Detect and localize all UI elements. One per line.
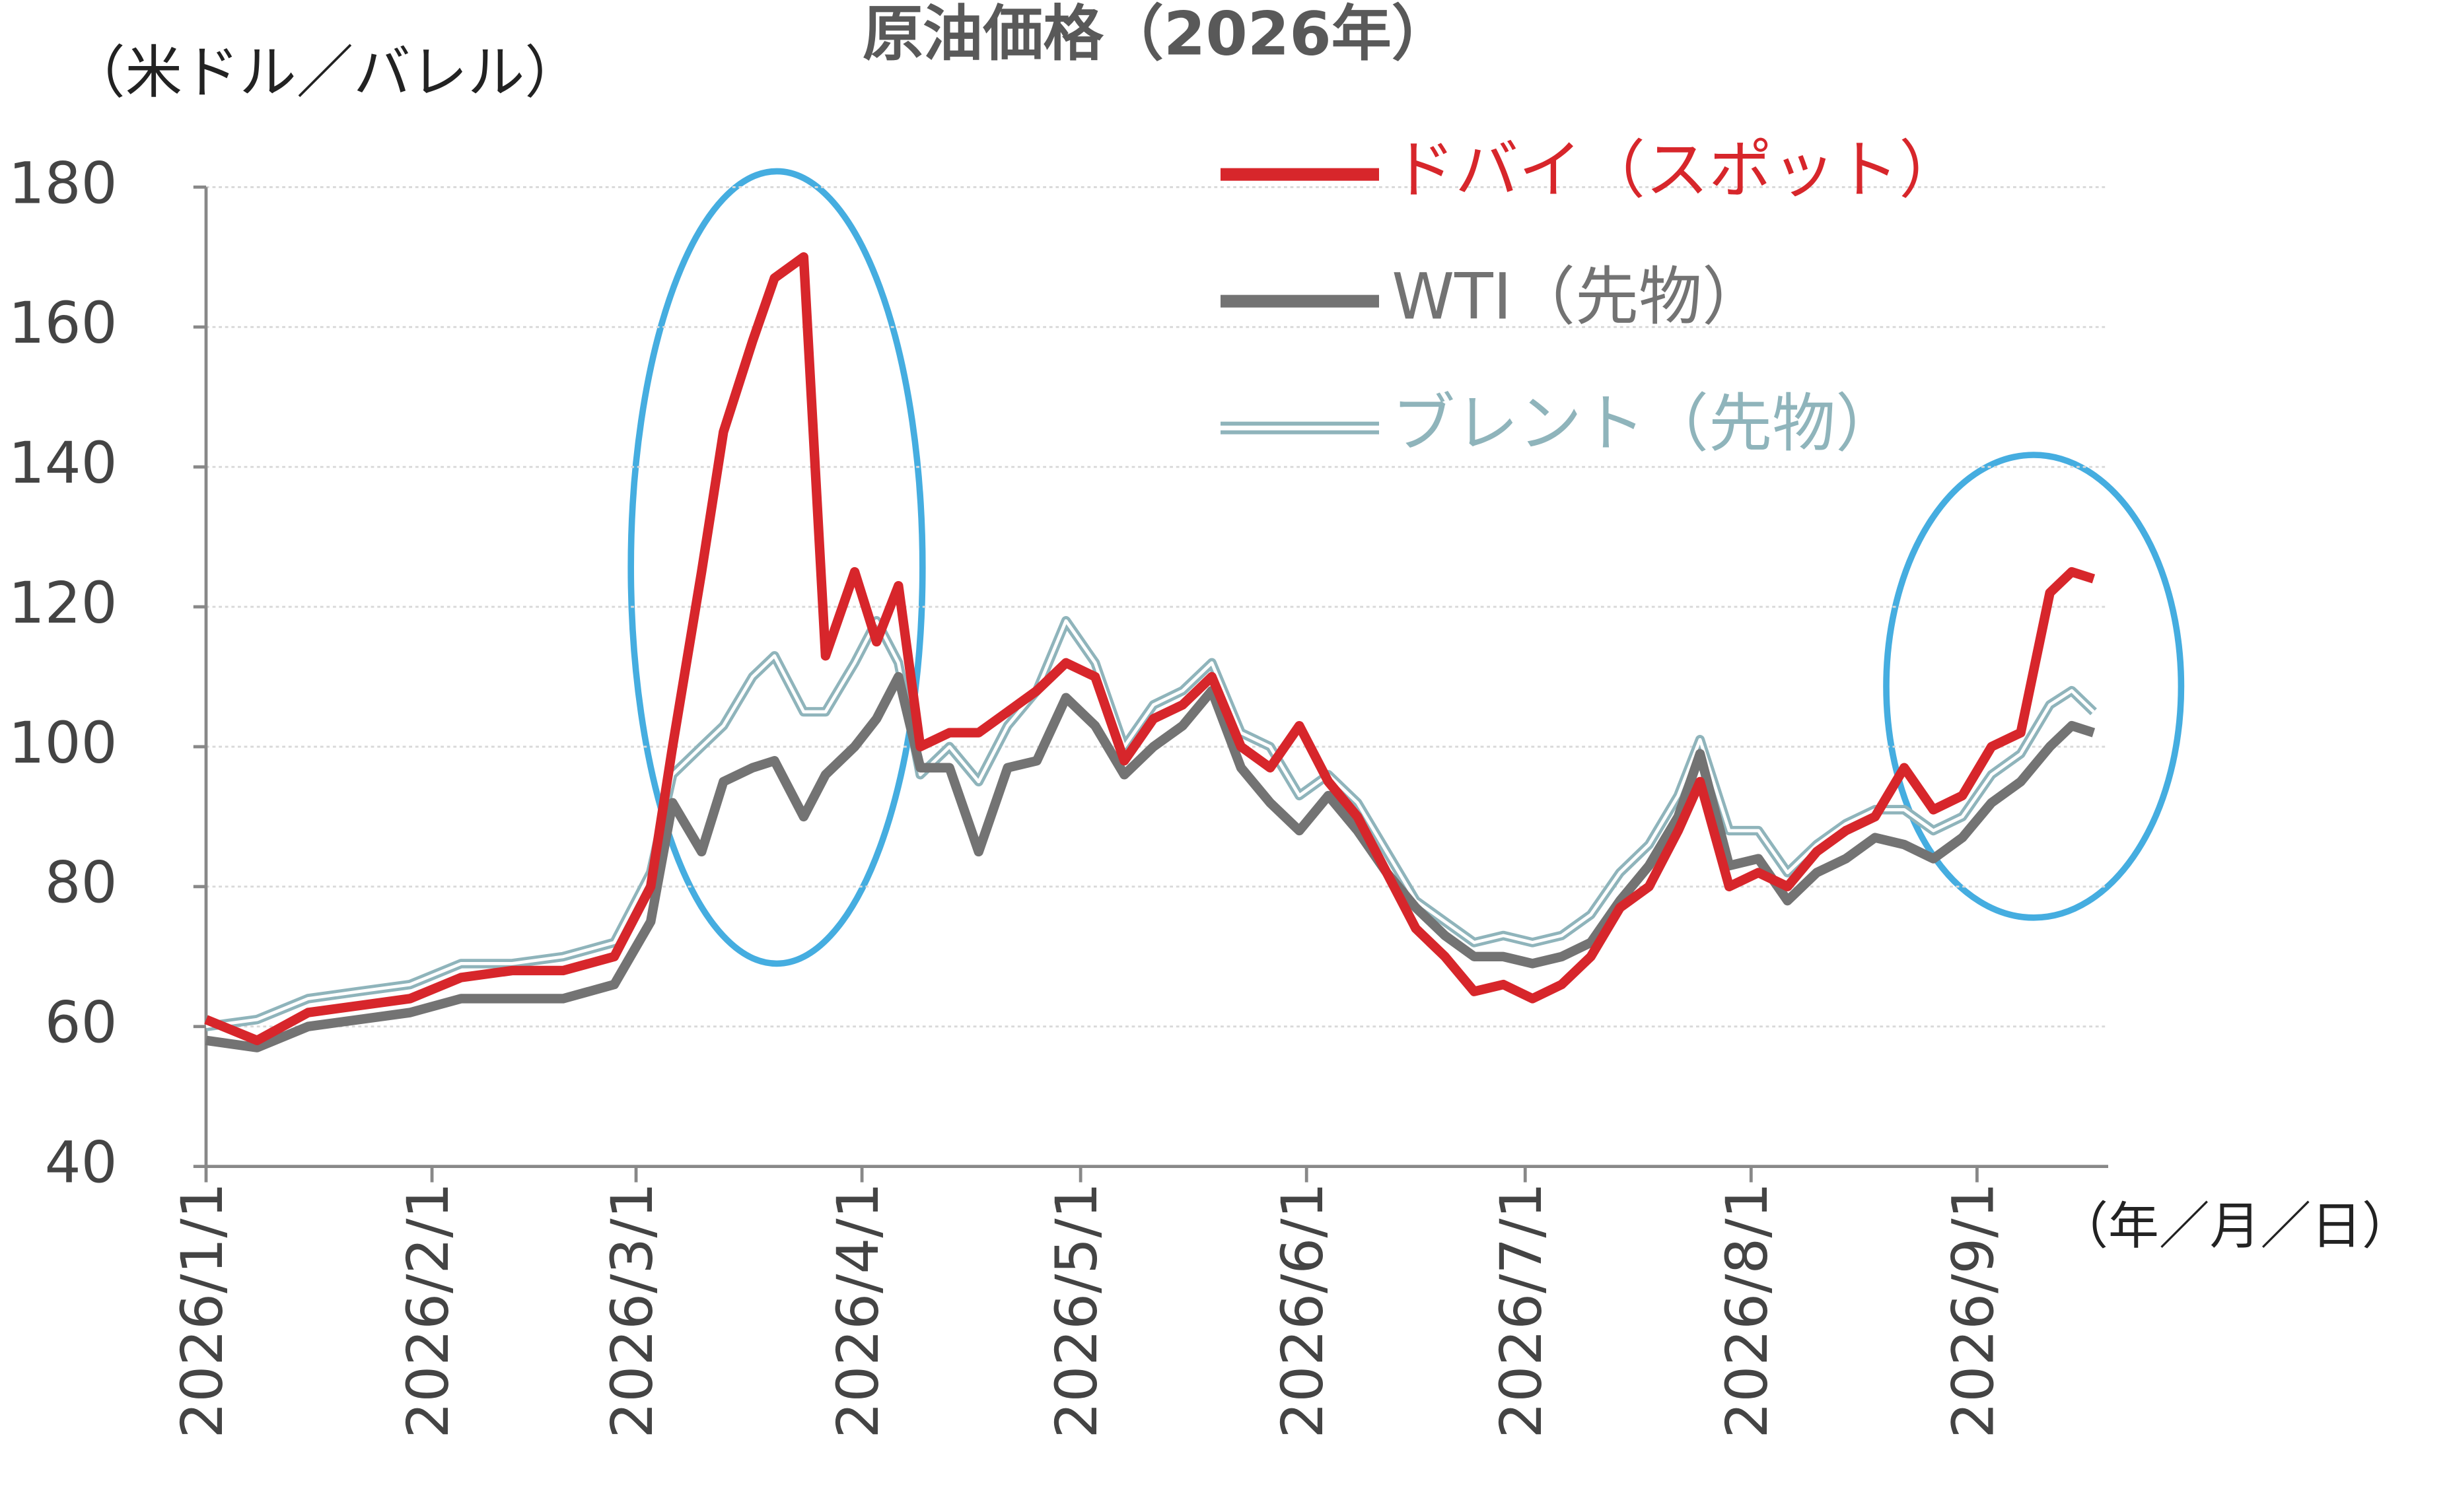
y-tick-label: 120 [9, 570, 118, 636]
highlight-ellipse [1883, 452, 2185, 921]
y-axis-title: （米ドル／バレル） [68, 40, 582, 106]
y-tick-label: 100 [9, 710, 118, 776]
legend-label: ブレント（先物） [1392, 387, 1899, 461]
y-tick-label: 60 [45, 990, 118, 1056]
y-tick-label: 80 [45, 850, 118, 916]
series-line [204, 252, 2096, 1045]
y-tick-label: 40 [45, 1130, 118, 1196]
chart-title: 原油価格（2026年） [863, 0, 1452, 69]
y-tick-label: 180 [9, 151, 118, 217]
y-tick-label: 140 [9, 430, 118, 497]
legend-label: WTI（先物） [1392, 260, 1765, 334]
x-tick-label: 2026/9/1 [1940, 1183, 2006, 1439]
x-tick-label: 2026/1/1 [170, 1183, 236, 1439]
y-tick-label: 160 [9, 291, 118, 357]
x-tick-label: 2026/5/1 [1044, 1183, 1110, 1439]
series-line [205, 671, 2096, 1052]
x-tick-label: 2026/4/1 [826, 1183, 892, 1439]
x-tick-label: 2026/8/1 [1715, 1183, 1781, 1439]
x-tick-label: 2026/6/1 [1270, 1183, 1336, 1439]
x-tick-label: 2026/2/1 [396, 1183, 462, 1439]
legend-label: ドバイ（スポット） [1392, 133, 1962, 207]
x-tick-label: 2026/3/1 [600, 1183, 666, 1439]
series-line-inner [205, 619, 2095, 1029]
x-axis-title: （年／月／日） [2057, 1198, 2413, 1256]
series-line [205, 616, 2097, 1031]
x-tick-label: 2026/7/1 [1489, 1183, 1555, 1439]
highlight-ellipse [627, 168, 926, 967]
